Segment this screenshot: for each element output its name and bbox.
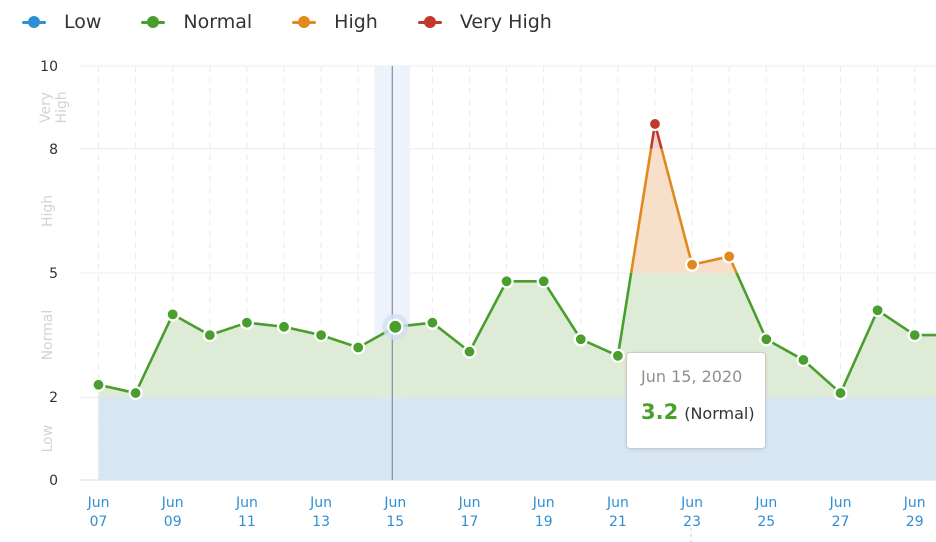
band-label: Normal [40, 310, 56, 361]
x-tick-label-month: Jun [754, 495, 777, 511]
x-tick-label-month: Jun [383, 495, 406, 511]
band-label: Low [40, 425, 56, 453]
data-point[interactable] [165, 307, 180, 322]
data-point[interactable] [647, 116, 663, 132]
y-tick-label: 2 [49, 390, 58, 406]
x-tick-label-day: 23 [683, 514, 701, 530]
data-point[interactable] [722, 249, 737, 264]
legend: Low Normal High Very High [22, 8, 592, 36]
x-tick-label-month: Jun [606, 495, 629, 511]
x-tick-label-month: Jun [458, 495, 481, 511]
tooltip-value: 3.2 [641, 400, 679, 424]
x-tick-label-month: Jun [903, 495, 926, 511]
x-tick-label-month: Jun [309, 495, 332, 511]
legend-swatch-normal-icon [141, 16, 166, 28]
data-point[interactable] [499, 274, 514, 289]
legend-item-high[interactable]: High [292, 11, 378, 33]
x-tick-label-day: 11 [238, 514, 256, 530]
band-label-word: High [40, 195, 56, 227]
legend-label-very-high: Very High [459, 11, 552, 33]
data-point[interactable] [536, 274, 551, 289]
area-fill-high [631, 148, 737, 273]
data-point[interactable] [351, 340, 366, 355]
x-tick-label-day: 29 [906, 514, 924, 530]
y-tick-label: 8 [49, 142, 58, 158]
x-tick-label-month: Jun [87, 495, 110, 511]
x-tick-label-day: 25 [757, 514, 775, 530]
data-point[interactable] [314, 328, 329, 343]
data-point[interactable] [796, 352, 811, 368]
chart-tooltip: Jun 15, 2020 3.2 (Normal) [626, 352, 766, 449]
band-label-word: Very [38, 92, 54, 123]
band-label: Very High [38, 91, 70, 123]
x-tick-label-month: Jun [532, 495, 555, 511]
legend-swatch-very-high-icon [417, 16, 442, 28]
y-tick-label: 5 [49, 266, 58, 282]
x-tick-label-day: 15 [386, 514, 404, 530]
data-point[interactable] [833, 385, 848, 401]
data-point[interactable] [425, 315, 440, 330]
data-point[interactable] [91, 377, 106, 392]
x-tick-label-month: Jun [680, 495, 703, 511]
x-tick-label-day: 13 [312, 514, 330, 530]
x-tick-label-month: Jun [829, 495, 852, 511]
band-label-word: Normal [40, 310, 56, 361]
y-tick-label: 10 [40, 59, 58, 75]
data-point[interactable] [239, 315, 254, 330]
legend-label-high: High [334, 11, 378, 33]
data-point[interactable] [610, 348, 626, 363]
data-point[interactable] [870, 303, 885, 318]
data-point[interactable] [907, 328, 922, 343]
legend-label-normal: Normal [183, 11, 253, 33]
legend-label-low: Low [64, 11, 102, 33]
data-point[interactable] [684, 257, 700, 272]
x-tick-label-day: 27 [832, 514, 850, 530]
data-point[interactable] [462, 344, 477, 359]
legend-item-very-high[interactable]: Very High [417, 11, 552, 33]
x-tick-label-month: Jun [161, 495, 184, 511]
legend-swatch-low-icon [22, 16, 46, 28]
legend-item-normal[interactable]: Normal [141, 11, 252, 33]
x-tick-label-day: 09 [164, 514, 182, 530]
data-point[interactable] [759, 332, 774, 347]
x-tick-label-day: 07 [90, 514, 108, 530]
tooltip-category: (Normal) [684, 404, 755, 423]
y-tick-label: 0 [49, 473, 58, 489]
band-label-word: High [54, 91, 70, 123]
legend-swatch-high-icon [292, 16, 317, 28]
data-point[interactable] [573, 332, 588, 347]
x-tick-label-month: Jun [235, 495, 258, 511]
x-tick-label-day: 19 [535, 514, 553, 530]
data-point[interactable] [387, 318, 404, 335]
tooltip-date: Jun 15, 2020 [641, 367, 743, 386]
x-tick-label-day: 21 [609, 514, 627, 530]
legend-item-low[interactable]: Low [22, 11, 101, 33]
data-point[interactable] [276, 319, 292, 334]
data-point[interactable] [128, 385, 143, 401]
band-label: High [40, 195, 56, 227]
band-label-word: Low [40, 425, 56, 453]
x-tick-label-day: 17 [461, 514, 479, 530]
data-point[interactable] [202, 328, 217, 343]
